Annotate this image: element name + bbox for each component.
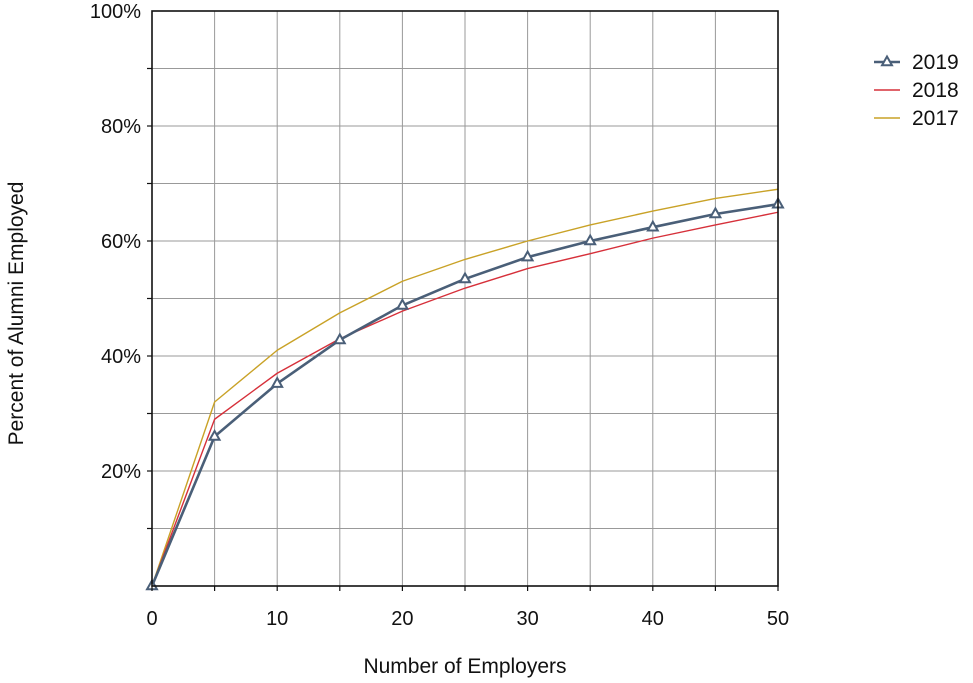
legend-label-2019: 2019 [912, 51, 959, 74]
x-axis-title: Number of Employers [363, 655, 566, 678]
legend-marker-2019 [880, 54, 894, 67]
data-point-2019 [646, 219, 660, 232]
x-tick-label: 40 [642, 608, 664, 630]
data-point-2019 [458, 271, 472, 284]
x-tick-label: 0 [146, 608, 157, 630]
series-line-2017 [151, 188, 779, 587]
axis-ticks [147, 67, 779, 591]
tick-labels: 0 10 20 30 40 50 20% 40% 60% 80% 100% [90, 1, 789, 630]
y-tick-label: 40% [101, 346, 141, 368]
y-tick-label: 60% [101, 231, 141, 253]
grid [152, 11, 778, 586]
series-layer [145, 188, 785, 591]
data-point-2019 [333, 332, 347, 345]
y-axis-title: Percent of Alumni Employed [5, 182, 28, 446]
x-tick-label: 20 [391, 608, 413, 630]
y-tick-label: 20% [101, 461, 141, 483]
data-point-2019 [207, 428, 222, 441]
y-tick-label: 100% [90, 1, 141, 23]
x-tick-label: 50 [767, 608, 789, 630]
legend: 2019 2018 2017 [874, 51, 959, 130]
data-point-2019 [583, 233, 597, 246]
data-point-2019 [708, 206, 723, 219]
data-point-2019 [270, 376, 284, 388]
series-line-2018 [151, 211, 779, 587]
data-point-2019 [520, 249, 535, 262]
x-tick-label: 30 [516, 608, 538, 630]
legend-label-2017: 2017 [912, 107, 959, 130]
legend-label-2018: 2018 [912, 79, 959, 102]
y-tick-label: 80% [101, 116, 141, 138]
data-point-2019 [395, 297, 410, 310]
x-tick-label: 10 [266, 608, 288, 630]
